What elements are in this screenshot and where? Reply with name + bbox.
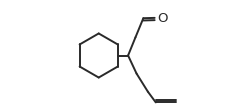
Text: O: O <box>157 12 168 25</box>
